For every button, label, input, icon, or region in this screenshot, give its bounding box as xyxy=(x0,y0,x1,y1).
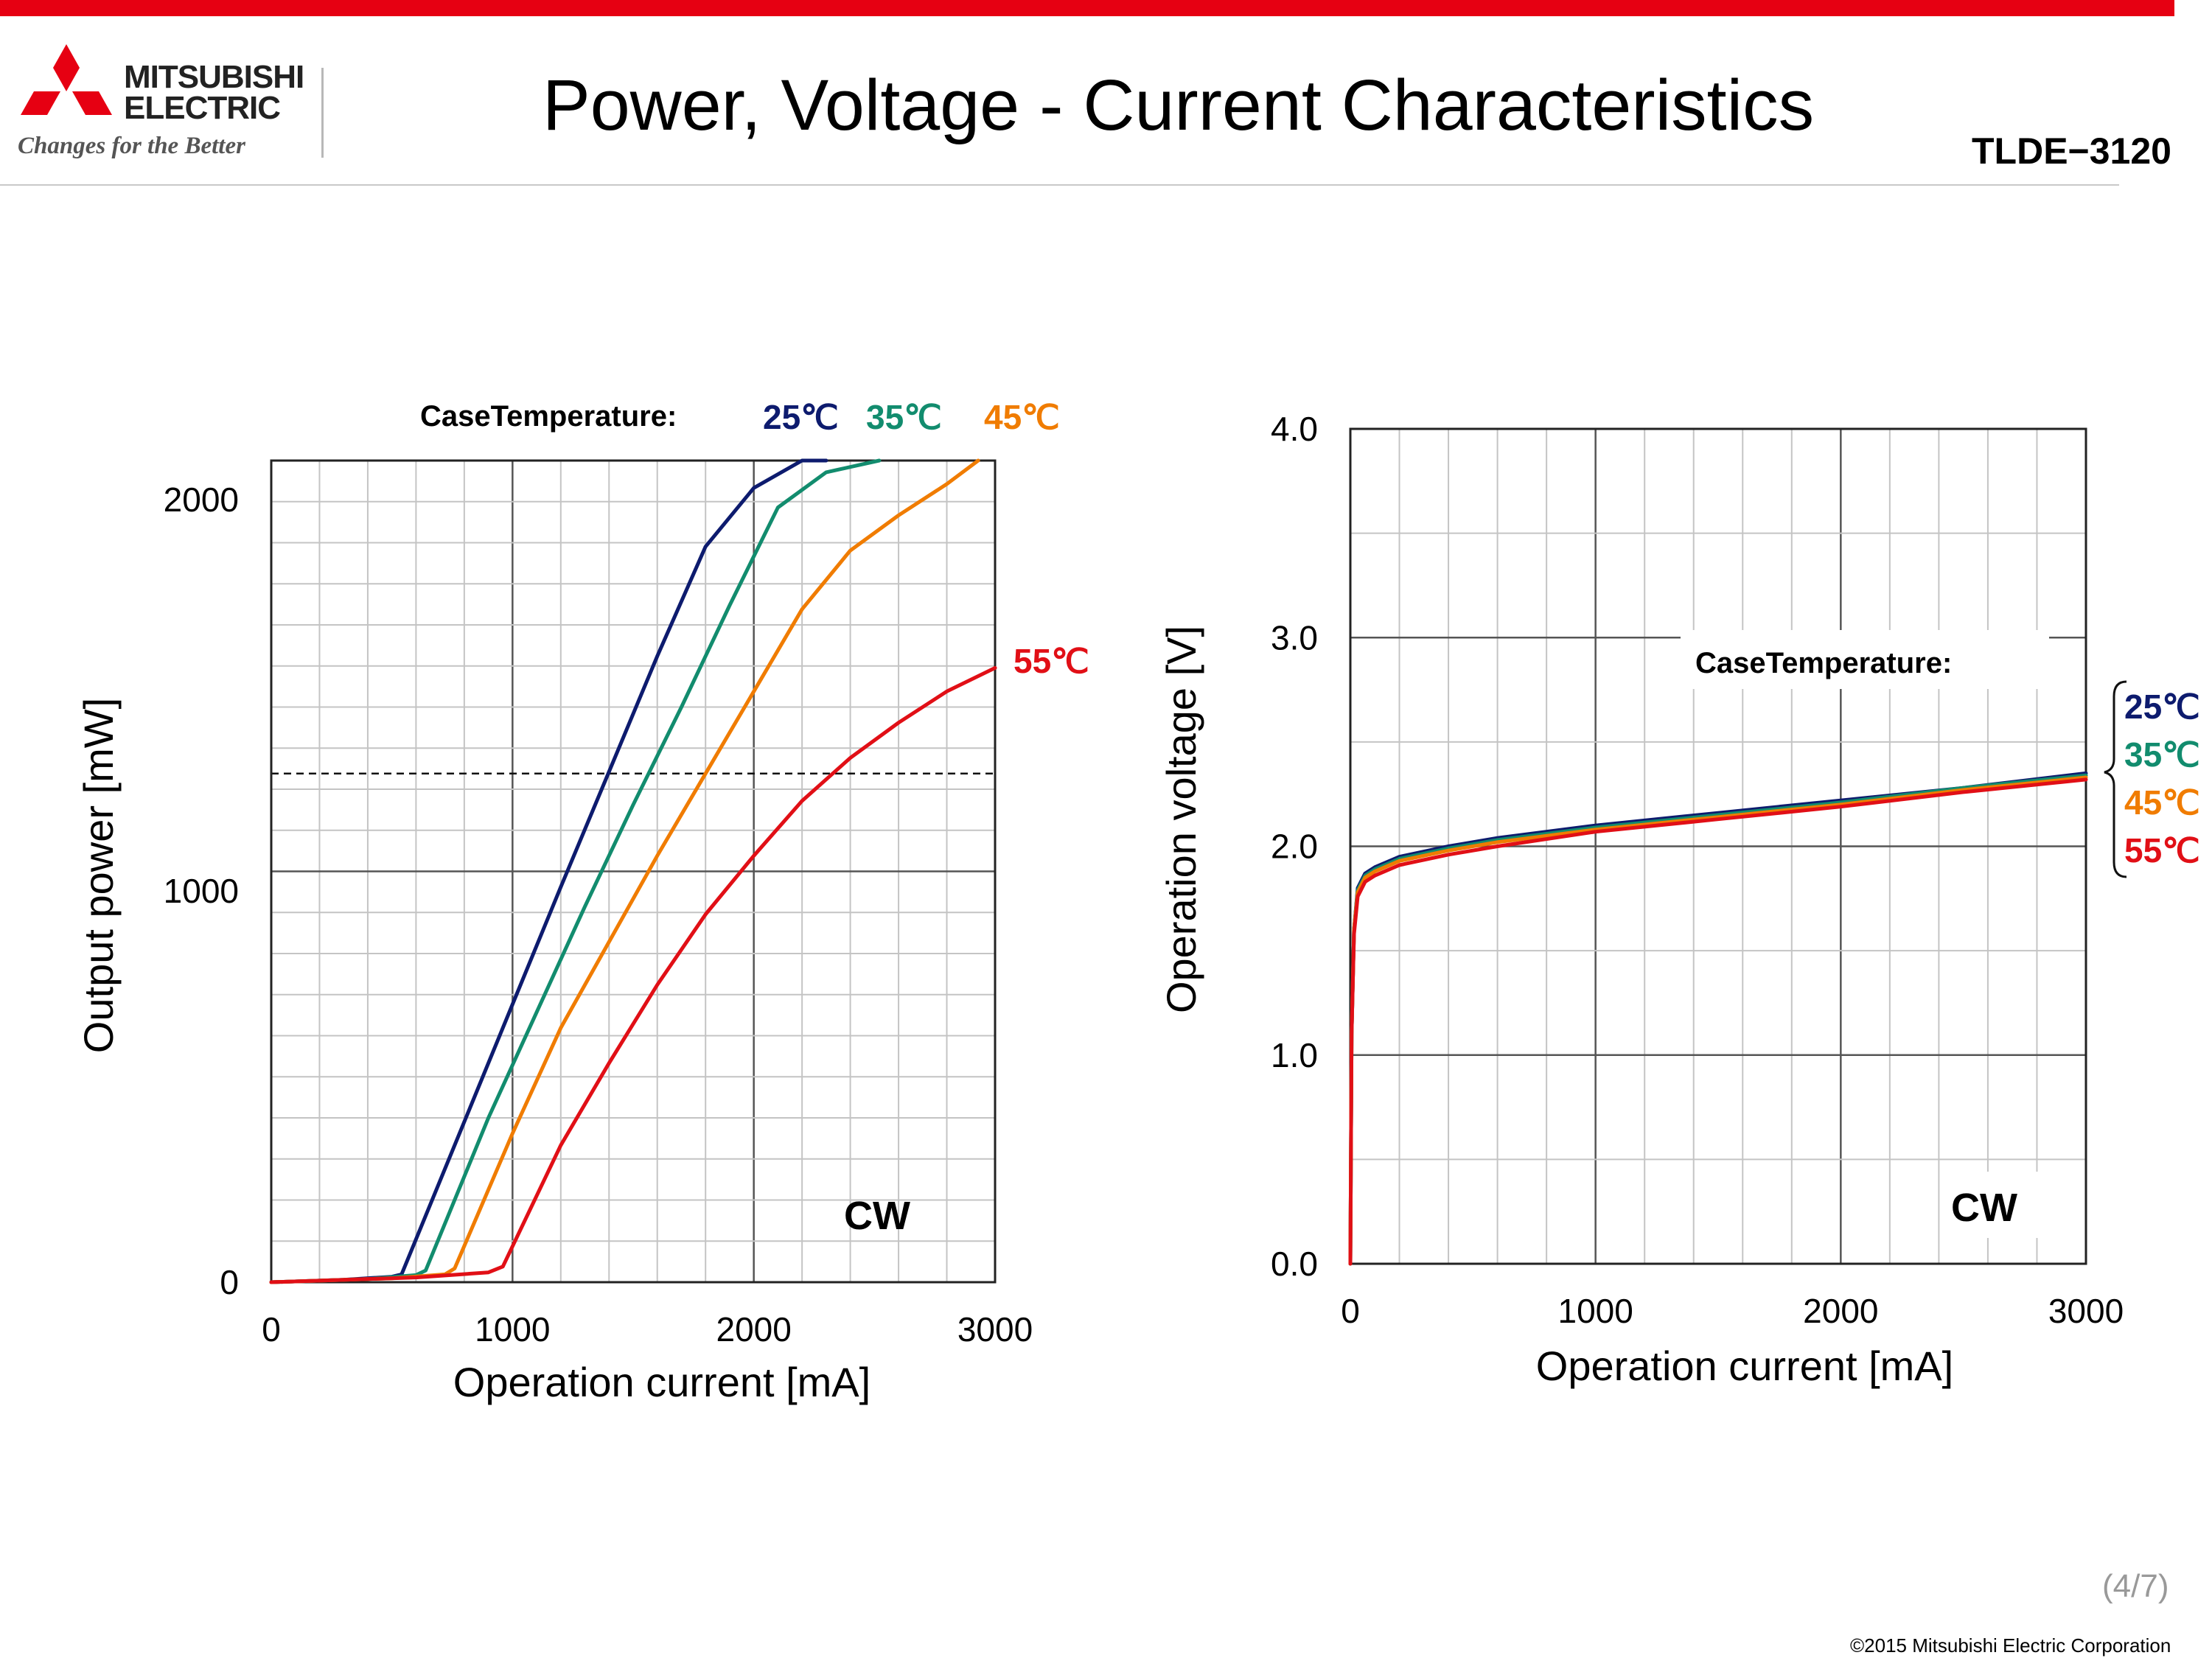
voltage-legend-box-background xyxy=(1681,630,2049,689)
page-number: (4/7) xyxy=(2102,1568,2169,1604)
voltage-chart-x-tick-labels: 0 1000 2000 3000 xyxy=(1341,1292,2124,1330)
voltage-chart-y-tick-labels: 0.0 1.0 2.0 3.0 4.0 xyxy=(1271,410,1318,1283)
power-current-chart: 0 1000 2000 3000 0 1000 2000 Operation curren… xyxy=(75,398,1089,1405)
voltage-chart-cw-label: CW xyxy=(1951,1186,2017,1230)
legend-entry-25c: 25℃ xyxy=(763,398,839,436)
legend-entry-35c: 35℃ xyxy=(2124,735,2200,774)
y-tick-label: 4.0 xyxy=(1271,410,1318,448)
y-tick-label: 1.0 xyxy=(1271,1036,1318,1074)
power-chart-y-axis-label: Output power [mW] xyxy=(75,698,122,1053)
legend-entry-55c: 55℃ xyxy=(2124,831,2200,870)
x-tick-label: 1000 xyxy=(1557,1292,1633,1330)
x-tick-label: 0 xyxy=(262,1310,281,1349)
legend-brace xyxy=(2104,680,2127,878)
copyright-notice: ©2015 Mitsubishi Electric Corporation xyxy=(1850,1634,2171,1657)
three-diamonds-logo-icon xyxy=(21,44,112,115)
voltage-chart-y-axis-label: Operation voltage [V] xyxy=(1158,626,1204,1013)
legend-entry-45c: 45℃ xyxy=(984,398,1060,436)
voltage-chart-plot-frame xyxy=(1349,427,2087,1265)
power-chart-y-tick-labels: 0 1000 2000 xyxy=(164,480,239,1301)
y-tick-label: 2.0 xyxy=(1271,828,1318,866)
power-chart-grid xyxy=(271,461,995,1282)
power-chart-legend-title: CaseTemperature: xyxy=(420,400,677,433)
x-tick-label: 3000 xyxy=(2048,1292,2124,1330)
y-tick-label: 0.0 xyxy=(1271,1245,1318,1283)
voltage-cw-label-background xyxy=(1946,1172,2064,1238)
power-chart-x-tick-labels: 0 1000 2000 3000 xyxy=(262,1310,1033,1349)
x-tick-label: 2000 xyxy=(1803,1292,1878,1330)
power-chart-x-axis-label: Operation current [mA] xyxy=(453,1359,871,1405)
voltage-chart-legend: 25℃ 35℃ 45℃ 55℃ xyxy=(2104,680,2200,878)
legend-entry-55c: 55℃ xyxy=(1013,642,1089,680)
brand-name-line2: ELECTRIC xyxy=(124,90,281,126)
brand-name-line1: MITSUBISHI xyxy=(124,59,304,95)
y-tick-label: 0 xyxy=(220,1263,239,1301)
series-line-45c xyxy=(269,458,980,1284)
x-tick-label: 3000 xyxy=(957,1310,1033,1349)
series-line-55c xyxy=(269,665,997,1284)
power-chart-cw-label: CW xyxy=(844,1194,910,1238)
voltage-current-chart: CaseTemperature: CW 0 1000 2000 3000 0.0 1.0… xyxy=(1158,410,2200,1389)
x-tick-label: 2000 xyxy=(716,1310,791,1349)
legend-entry-35c: 35℃ xyxy=(866,398,942,436)
header-divider xyxy=(0,184,2119,186)
series-line-55c xyxy=(1348,777,2088,1266)
power-chart-legend: 25℃ 35℃ 45℃ 55℃ xyxy=(763,398,1089,680)
legend-entry-25c: 25℃ xyxy=(2124,688,2200,726)
power-chart-reference-lines xyxy=(271,459,995,775)
voltage-chart-legend-title: CaseTemperature: xyxy=(1695,647,1952,679)
brand-tagline: Changes for the Better xyxy=(18,133,245,159)
y-tick-label: 1000 xyxy=(164,872,239,910)
power-chart-plot-frame xyxy=(270,459,997,1284)
x-tick-label: 1000 xyxy=(475,1310,550,1349)
x-tick-label: 0 xyxy=(1341,1292,1360,1330)
power-chart-series xyxy=(269,458,997,1284)
model-number: TLDE−3120 xyxy=(1972,130,2171,172)
y-tick-label: 2000 xyxy=(164,480,239,519)
voltage-chart-x-axis-label: Operation current [mA] xyxy=(1536,1343,1953,1389)
voltage-chart-grid xyxy=(1350,429,2086,1264)
page-title: Power, Voltage - Current Characteristics xyxy=(542,65,1815,145)
voltage-chart-series xyxy=(1348,771,2088,1266)
brand-divider xyxy=(321,68,324,158)
legend-entry-45c: 45℃ xyxy=(2124,783,2200,822)
top-accent-bar xyxy=(0,0,2174,16)
y-tick-label: 3.0 xyxy=(1271,618,1318,657)
